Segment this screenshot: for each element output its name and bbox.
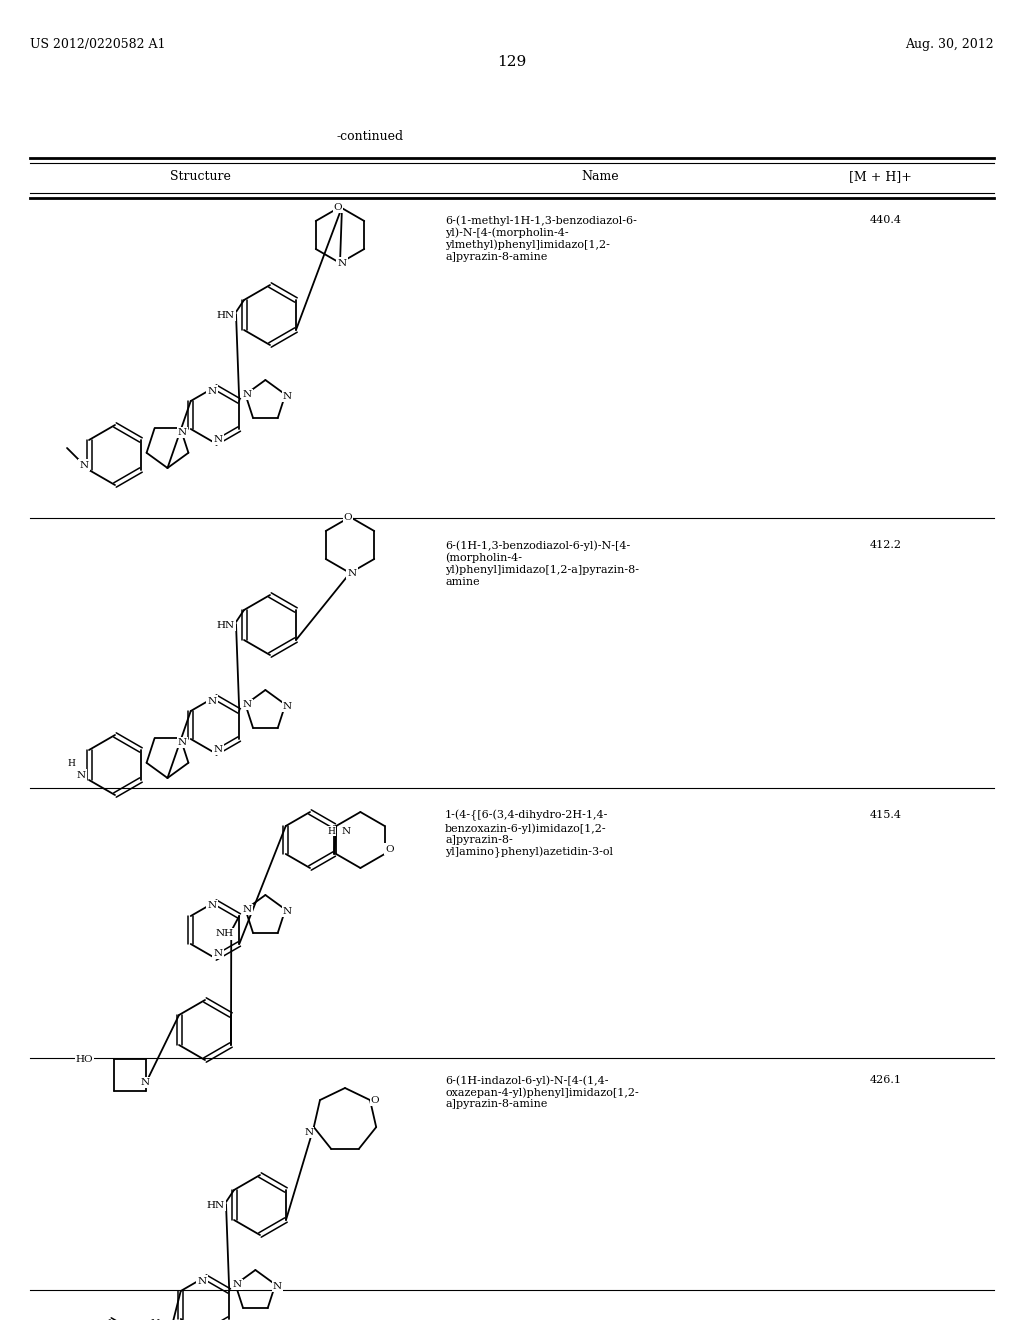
- Text: 426.1: 426.1: [870, 1074, 902, 1085]
- Text: N: N: [272, 1282, 282, 1291]
- Text: HO: HO: [76, 1055, 93, 1064]
- Text: N: N: [80, 461, 89, 470]
- Text: N: N: [208, 697, 216, 705]
- Text: N: N: [304, 1127, 313, 1137]
- Text: N: N: [342, 826, 350, 836]
- Text: N: N: [213, 434, 222, 444]
- Text: N: N: [283, 392, 292, 401]
- Text: Name: Name: [582, 170, 618, 183]
- Text: N: N: [198, 1276, 207, 1286]
- Text: O: O: [371, 1096, 379, 1105]
- Text: N: N: [208, 387, 216, 396]
- Text: HN: HN: [217, 310, 236, 319]
- Text: O: O: [385, 845, 394, 854]
- Text: N: N: [178, 428, 187, 437]
- Text: H: H: [68, 759, 75, 768]
- Text: N: N: [77, 771, 86, 780]
- Text: 1-(4-{[6-(3,4-dihydro-2H-1,4-
benzoxazin-6-yl)imidazo[1,2-
a]pyrazin-8-
yl]amino: 1-(4-{[6-(3,4-dihydro-2H-1,4- benzoxazin…: [445, 810, 613, 858]
- Text: N: N: [347, 569, 356, 578]
- Text: HN: HN: [207, 1200, 225, 1209]
- Text: N: N: [243, 389, 252, 399]
- Text: N: N: [208, 902, 216, 911]
- Text: N: N: [213, 744, 222, 754]
- Text: N: N: [243, 906, 252, 913]
- Text: 6-(1H-indazol-6-yl)-N-[4-(1,4-
oxazepan-4-yl)phenyl]imidazo[1,2-
a]pyrazin-8-ami: 6-(1H-indazol-6-yl)-N-[4-(1,4- oxazepan-…: [445, 1074, 639, 1109]
- Text: N: N: [338, 259, 346, 268]
- Text: N: N: [283, 702, 292, 711]
- Text: US 2012/0220582 A1: US 2012/0220582 A1: [30, 38, 166, 51]
- Text: 129: 129: [498, 55, 526, 69]
- Text: Structure: Structure: [170, 170, 230, 183]
- Text: N: N: [141, 1078, 151, 1088]
- Text: NH: NH: [215, 929, 233, 939]
- Text: H: H: [328, 826, 335, 836]
- Text: 412.2: 412.2: [870, 540, 902, 550]
- Text: 6-(1H-1,3-benzodiazol-6-yl)-N-[4-
(morpholin-4-
yl)phenyl]imidazo[1,2-a]pyrazin-: 6-(1H-1,3-benzodiazol-6-yl)-N-[4- (morph…: [445, 540, 639, 586]
- Text: O: O: [334, 202, 342, 211]
- Text: O: O: [344, 512, 352, 521]
- Text: N: N: [243, 700, 252, 709]
- Text: 440.4: 440.4: [870, 215, 902, 224]
- Text: 415.4: 415.4: [870, 810, 902, 820]
- Text: Aug. 30, 2012: Aug. 30, 2012: [905, 38, 994, 51]
- Text: N: N: [232, 1280, 242, 1290]
- Text: 6-(1-methyl-1H-1,3-benzodiazol-6-
yl)-N-[4-(morpholin-4-
ylmethyl)phenyl]imidazo: 6-(1-methyl-1H-1,3-benzodiazol-6- yl)-N-…: [445, 215, 637, 261]
- Text: HN: HN: [217, 620, 236, 630]
- Text: N: N: [283, 907, 292, 916]
- Text: [M + H]+: [M + H]+: [849, 170, 911, 183]
- Text: N: N: [213, 949, 222, 957]
- Text: N: N: [178, 738, 187, 747]
- Text: -continued: -continued: [337, 129, 403, 143]
